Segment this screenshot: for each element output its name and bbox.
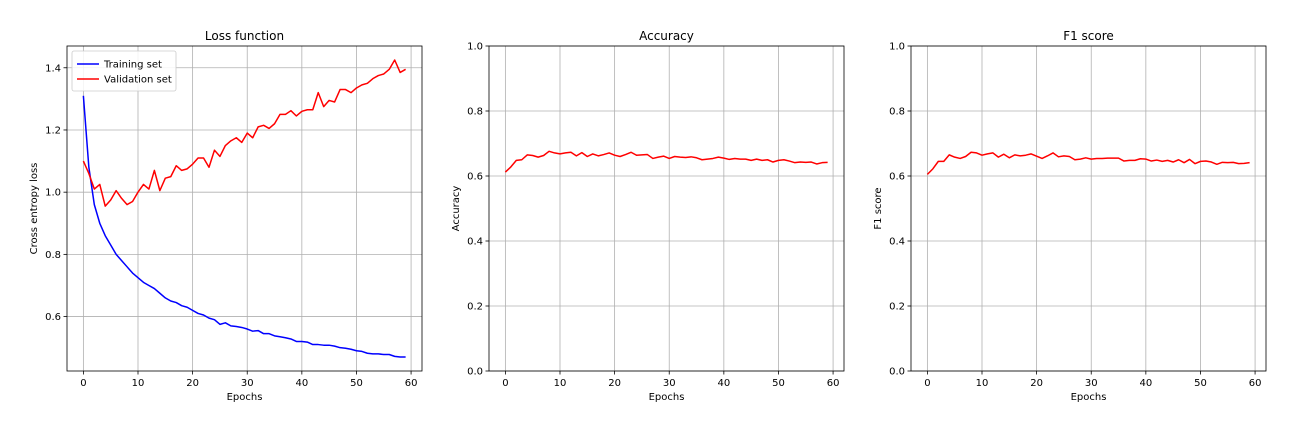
x-tick-label: 20 (608, 378, 621, 389)
y-tick-label: 0.8 (467, 107, 483, 118)
x-tick-label: 30 (1085, 378, 1098, 389)
y-tick-label: 0.6 (45, 312, 61, 323)
x-tick-label: 60 (827, 378, 840, 389)
y-axis-label: Accuracy (451, 186, 462, 232)
x-axis-label: Epochs (1071, 392, 1107, 403)
y-tick-label: 1.0 (45, 188, 61, 199)
axes-frame (910, 45, 1267, 372)
y-tick-label: 0.2 (467, 302, 483, 313)
chart-2: 0 10 20 30 40 50 60 0.0 0.2 0.4 0.6 0.8 1.0 F1 score E… (873, 29, 1267, 403)
x-tick-label: 10 (554, 378, 567, 389)
y-tick-label: 0.0 (467, 367, 483, 378)
y-tick-label: 1.2 (45, 125, 61, 136)
axes-frame (488, 45, 845, 372)
x-tick-label: 10 (976, 378, 989, 389)
chart-1: 0 10 20 30 40 50 60 0.0 0.2 0.4 0.6 0.8 1.0 Accuracy E… (451, 29, 845, 403)
x-tick-label: 60 (1249, 378, 1262, 389)
x-tick-label: 20 (186, 378, 199, 389)
chart-0: 0 10 20 30 40 50 60 0.6 0.8 1.0 1.2 1.4 Loss functio… (29, 29, 423, 403)
plot-area (67, 46, 422, 371)
y-tick-label: 0.8 (889, 107, 905, 118)
series-line-0 (504, 150, 828, 173)
y-tick-label: 0.0 (889, 367, 905, 378)
x-tick-label: 0 (502, 378, 508, 389)
x-tick-label: 30 (663, 378, 676, 389)
x-tick-label: 40 (717, 378, 730, 389)
x-tick-label: 0 (80, 378, 86, 389)
y-tick-label: 1.0 (889, 42, 905, 53)
x-tick-label: 60 (405, 378, 418, 389)
legend: Training set Validation set (71, 50, 177, 92)
series-line-0 (926, 151, 1250, 175)
x-tick-label: 0 (924, 378, 930, 389)
x-tick-label: 50 (350, 378, 363, 389)
x-tick-label: 50 (1194, 378, 1207, 389)
y-axis-label: Cross entropy loss (29, 163, 40, 255)
x-tick-label: 10 (132, 378, 145, 389)
x-tick-label: 40 (1139, 378, 1152, 389)
y-tick-label: 0.4 (889, 237, 905, 248)
y-tick-label: 1.4 (45, 63, 61, 74)
legend-box (71, 50, 177, 92)
x-tick-label: 50 (772, 378, 785, 389)
series-line-1 (82, 59, 406, 207)
plot-area (489, 46, 844, 371)
legend-entry: Validation set (104, 75, 172, 86)
y-tick-label: 0.8 (45, 250, 61, 261)
x-tick-label: 20 (1030, 378, 1043, 389)
chart-title: F1 score (1063, 29, 1114, 43)
legend-entry: Training set (103, 60, 162, 71)
series-line-0 (82, 95, 406, 358)
y-tick-label: 0.2 (889, 302, 905, 313)
y-tick-label: 0.4 (467, 237, 483, 248)
x-axis-label: Epochs (649, 392, 685, 403)
chart-title: Accuracy (639, 29, 694, 43)
chart-title: Loss function (205, 29, 284, 43)
x-axis-label: Epochs (227, 392, 263, 403)
y-tick-label: 1.0 (467, 42, 483, 53)
y-axis-label: F1 score (873, 187, 884, 229)
axes-frame (66, 45, 423, 372)
x-tick-label: 30 (241, 378, 254, 389)
y-tick-label: 0.6 (889, 172, 905, 183)
y-tick-label: 0.6 (467, 172, 483, 183)
plot-area (911, 46, 1266, 371)
x-tick-label: 40 (295, 378, 308, 389)
